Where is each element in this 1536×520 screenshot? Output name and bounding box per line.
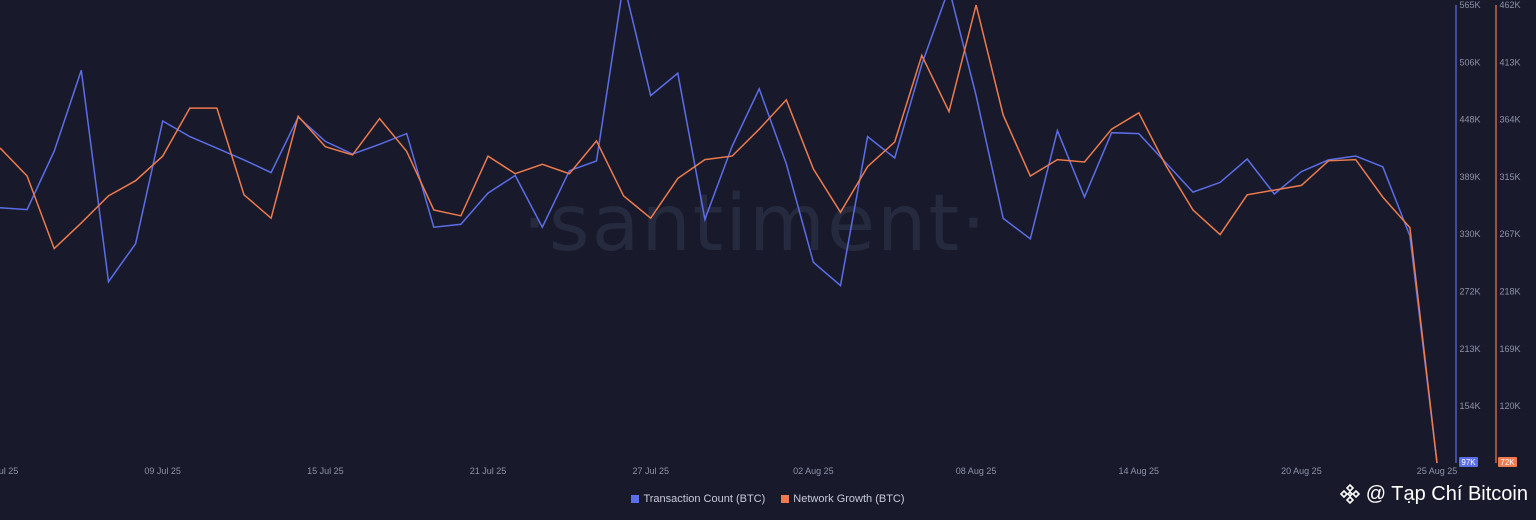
x-tick-label: 14 Aug 25 (1118, 466, 1159, 476)
y-tick-label-left: 213K (1459, 344, 1480, 354)
y-tick-label-right: 315K (1499, 172, 1520, 182)
legend-item-network-growth[interactable]: Network Growth (BTC) (781, 493, 905, 505)
y-tick-label-right: 120K (1499, 401, 1520, 411)
y-tick-label-right: 462K (1499, 0, 1520, 10)
y-tick-label-left: 154K (1459, 401, 1480, 411)
series-lines (0, 0, 1438, 464)
last-value-text-transaction-count: 97K (1461, 458, 1476, 467)
legend-item-transaction-count[interactable]: Transaction Count (BTC) (631, 493, 765, 505)
series-line-network-growth (0, 4, 1438, 464)
last-value-badge-network-growth (1498, 457, 1517, 467)
legend-swatch-transaction-count (631, 495, 640, 503)
y-tick-label-right: 267K (1499, 229, 1520, 239)
y-tick-label-left: 506K (1459, 57, 1480, 67)
x-tick-label: 15 Jul 25 (307, 466, 344, 476)
legend-label-transaction-count: Transaction Count (BTC) (643, 493, 766, 505)
brand-watermark: @ Tạp Chí Bitcoin (1338, 482, 1528, 506)
x-tick-label: 20 Aug 25 (1281, 466, 1322, 476)
y-axis-right: 462K 413K 364K 315K 267K 218K 169K 120K (1499, 0, 1520, 411)
y-axis-left: 565K 506K 448K 389K 330K 272K 213K 154K (1459, 0, 1480, 411)
x-tick-label: 03 Jul 25 (0, 466, 18, 476)
y-tick-label-left: 272K (1459, 287, 1480, 297)
last-value-badge-transaction-count (1459, 457, 1478, 467)
x-tick-label: 27 Jul 25 (632, 466, 669, 476)
legend-swatch-network-growth (781, 495, 790, 503)
x-tick-label: 02 Aug 25 (793, 466, 834, 476)
y-tick-label-left: 330K (1459, 229, 1480, 239)
last-value-badges: 97K 72K (1459, 457, 1517, 467)
legend-label-network-growth: Network Growth (BTC) (793, 493, 905, 505)
x-tick-label: 09 Jul 25 (144, 466, 181, 476)
x-tick-label: 25 Aug 25 (1417, 466, 1458, 476)
series-line-transaction-count (0, 0, 1438, 464)
x-tick-label: 21 Jul 25 (470, 466, 507, 476)
y-tick-label-left: 389K (1459, 172, 1480, 182)
x-axis: 03 Jul 25 09 Jul 25 15 Jul 25 21 Jul 25 27 J… (0, 466, 1457, 476)
y-tick-label-right: 218K (1499, 287, 1520, 297)
y-tick-label-right: 364K (1499, 115, 1520, 125)
y-tick-label-left: 565K (1459, 0, 1480, 10)
legend: Transaction Count (BTC) Network Growth (… (0, 493, 1536, 505)
binance-diamond-icon (1339, 483, 1360, 505)
santiment-watermark: ·santiment· (522, 179, 988, 269)
last-value-text-network-growth: 72K (1500, 458, 1515, 467)
y-tick-label-right: 169K (1499, 344, 1520, 354)
y-tick-label-right: 413K (1499, 57, 1520, 67)
y-tick-label-left: 448K (1459, 115, 1480, 125)
x-tick-label: 08 Aug 25 (956, 466, 997, 476)
line-chart: ·santiment· 03 Jul 25 09 Jul 25 15 Jul 25 2… (0, 0, 1521, 476)
brand-text: @ Tạp Chí Bitcoin (1365, 482, 1528, 505)
